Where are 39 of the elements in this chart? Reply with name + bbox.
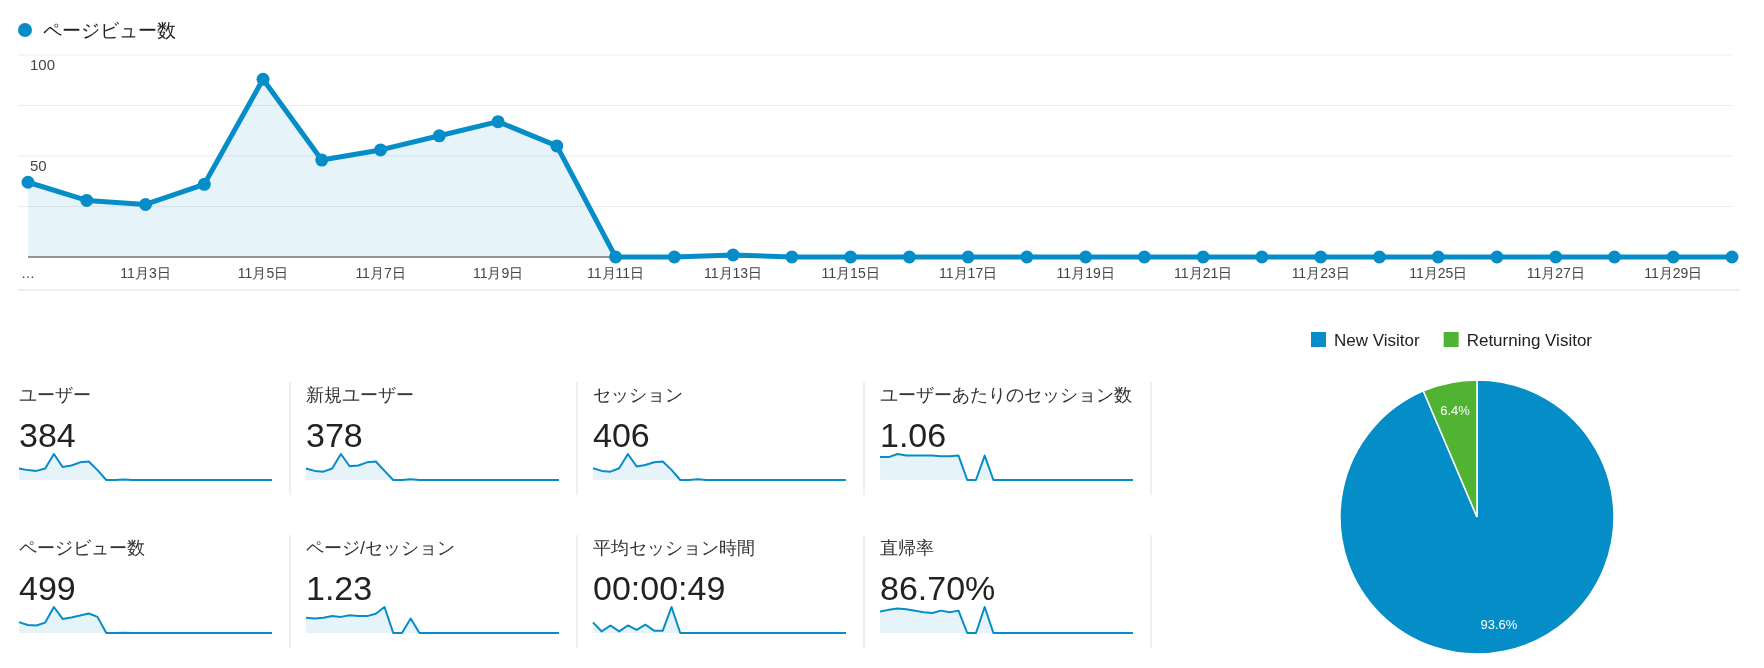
x-tick-label: 11月21日: [1174, 265, 1233, 281]
annotation: 86.70%: [880, 569, 996, 607]
x-tick-label: 11月25日: [1409, 265, 1468, 281]
x-tick-label: 11月5日: [237, 265, 289, 281]
x-tick-label: 11月11日: [587, 265, 645, 281]
annotation: 00:00:49: [593, 569, 726, 607]
x-tick-label: 11月3日: [120, 265, 171, 281]
chart-title: ユーザー: [19, 384, 92, 406]
x-tick-label: 11月9日: [472, 265, 524, 281]
data-label: 93.6%: [1480, 617, 1518, 633]
chart-title: 平均セッション時間: [593, 537, 756, 559]
chart-title: 直帰率: [880, 537, 935, 559]
x-tick-label: 11月23日: [1291, 265, 1350, 281]
x-tick-label: 11月17日: [939, 265, 998, 281]
legend-label: Returning Visitor: [1466, 331, 1593, 350]
annotation: 384: [19, 416, 76, 454]
x-tick-label: 11月27日: [1526, 265, 1585, 281]
chart-title: ページビュー数: [19, 537, 146, 559]
y-tick-label: 100: [30, 56, 56, 73]
chart-title: 新規ユーザー: [306, 384, 415, 406]
legend-label: ページビュー数: [43, 20, 176, 41]
chart-title: ユーザーあたりのセッション数: [880, 384, 1133, 406]
x-tick-label: …: [21, 265, 35, 281]
chart-title: ページ/セッション: [306, 537, 456, 559]
x-tick-label: 11月13日: [704, 265, 763, 281]
x-tick-label: 11月29日: [1644, 265, 1703, 281]
annotation: 378: [306, 416, 363, 454]
x-tick-label: 11月7日: [355, 265, 406, 281]
legend-label: New Visitor: [1334, 331, 1420, 350]
annotation: 499: [19, 569, 76, 607]
x-tick-label: 11月15日: [821, 265, 880, 281]
x-tick-label: 11月19日: [1056, 265, 1115, 281]
chart-title: セッション: [593, 384, 684, 406]
data-label: 6.4%: [1440, 402, 1471, 418]
annotation: 1.23: [306, 569, 373, 607]
annotation: 1.06: [880, 416, 947, 454]
annotation: 406: [593, 416, 650, 454]
y-tick-label: 50: [30, 157, 47, 174]
pie-slice: [1339, 379, 1615, 655]
